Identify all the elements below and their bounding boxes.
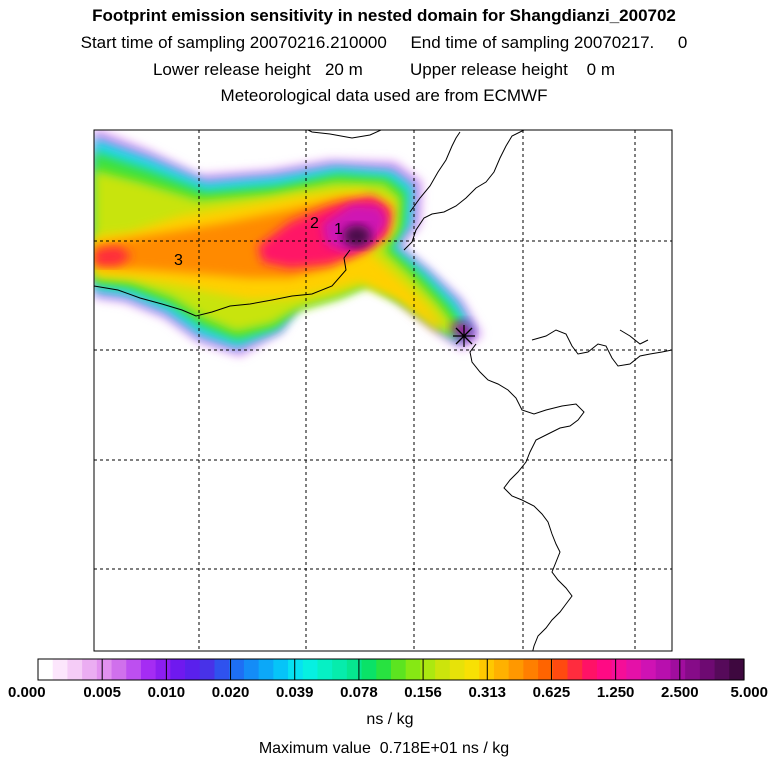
- colorbar-swatch: [405, 659, 422, 680]
- cluster-label-3: 3: [174, 252, 183, 269]
- map-frame: [93, 129, 673, 652]
- colorbar-swatch: [111, 659, 127, 680]
- colorbar-swatch: [67, 659, 83, 680]
- colorbar-swatch: [288, 659, 304, 680]
- colorbar-swatch: [729, 659, 745, 680]
- colorbar-swatch: [699, 659, 716, 680]
- plume-red-west: [94, 246, 132, 266]
- coastline-korea-east: [619, 329, 649, 345]
- colorbar-swatch: [214, 659, 230, 680]
- coastline-shandong: [469, 343, 585, 651]
- colorbar-tick-label: 0.039: [275, 684, 314, 701]
- colorbar-swatch: [626, 659, 642, 680]
- colorbar-swatch: [302, 659, 319, 680]
- colorbar-tick-label: 0.000: [8, 684, 46, 701]
- colorbar-swatch: [391, 659, 407, 680]
- colorbar-swatch: [582, 659, 598, 680]
- colorbar-swatch: [376, 659, 392, 680]
- sampling-time-line: Start time of sampling 20070216.210000 E…: [80, 33, 688, 52]
- colorbar-swatch: [140, 659, 157, 680]
- colorbar-swatch: [52, 659, 69, 680]
- plume-layer: [94, 130, 482, 356]
- colorbar-swatch: [493, 659, 510, 680]
- border-line: [94, 249, 351, 317]
- colorbar-swatch: [317, 659, 333, 680]
- maximum-value: Maximum value 0.718E+01 ns / kg: [258, 740, 510, 757]
- colorbar-tick-label: 0.005: [83, 684, 121, 701]
- colorbar-swatch: [449, 659, 466, 680]
- cluster-label-1: 1: [334, 221, 343, 238]
- colorbar-tick-label: 2.500: [661, 684, 699, 701]
- coastline-bohai: [403, 130, 525, 251]
- colorbar-swatch: [199, 659, 216, 680]
- colorbar-swatch: [538, 659, 554, 680]
- colorbar-swatch: [82, 659, 98, 680]
- colorbar-swatch: [258, 659, 274, 680]
- colorbar-swatch: [96, 659, 113, 680]
- coastlines: [94, 130, 672, 651]
- colorbar-tick-label: 0.156: [404, 684, 442, 701]
- colorbar-tick-label: 0.078: [340, 684, 378, 701]
- colorbar-swatch: [185, 659, 201, 680]
- colorbar-swatch: [508, 659, 524, 680]
- colorbar-swatch: [38, 659, 54, 680]
- colorbar-swatch: [170, 659, 186, 680]
- colorbar-swatch: [655, 659, 672, 680]
- colorbar-swatch: [552, 659, 569, 680]
- receptor-marker: [453, 325, 475, 347]
- colorbar-swatch: [273, 659, 289, 680]
- graticule: [94, 130, 672, 651]
- coastline-korea: [531, 329, 672, 367]
- colorbar-tick-label: 1.250: [596, 684, 635, 701]
- colorbar-swatch: [435, 659, 451, 680]
- colorbar-units: ns / kg: [366, 711, 414, 728]
- cluster-label-2: 2: [310, 215, 319, 232]
- colorbar-swatch: [670, 659, 686, 680]
- colorbar-swatch: [361, 659, 377, 680]
- colorbar: [37, 658, 745, 681]
- release-height-line: Lower release height 20 m Upper release …: [152, 60, 616, 79]
- colorbar-swatch: [229, 659, 245, 680]
- colorbar-swatch: [685, 659, 701, 680]
- colorbar-swatch: [420, 659, 436, 680]
- colorbar-tick-label: 0.625: [532, 684, 571, 701]
- coastline-liaodong: [409, 131, 461, 213]
- colorbar-tick-label: 0.020: [211, 684, 250, 701]
- colorbar-swatch: [346, 659, 363, 680]
- colorbar-tick-label: 5.000: [730, 684, 768, 701]
- colorbar-tick-label: 0.010: [147, 684, 186, 701]
- colorbar-swatch: [126, 659, 142, 680]
- colorbar-swatch: [464, 659, 480, 680]
- colorbar-tick-label: 0.313: [468, 684, 507, 701]
- colorbar-swatch: [596, 659, 613, 680]
- plume-max-core: [343, 225, 371, 247]
- colorbar-swatch: [243, 659, 260, 680]
- colorbar-swatch: [523, 659, 539, 680]
- met-data-line: Meteorological data used are from ECMWF: [220, 86, 548, 105]
- colorbar-swatch: [155, 659, 171, 680]
- colorbar-swatch: [332, 659, 348, 680]
- colorbar-swatch: [714, 659, 730, 680]
- plot-title: Footprint emission sensitivity in nested…: [92, 6, 676, 25]
- colorbar-swatch: [641, 659, 657, 680]
- colorbar-swatch: [567, 659, 583, 680]
- coastline-north: [306, 130, 404, 139]
- colorbar-frame: [37, 658, 745, 681]
- colorbar-swatch: [611, 659, 627, 680]
